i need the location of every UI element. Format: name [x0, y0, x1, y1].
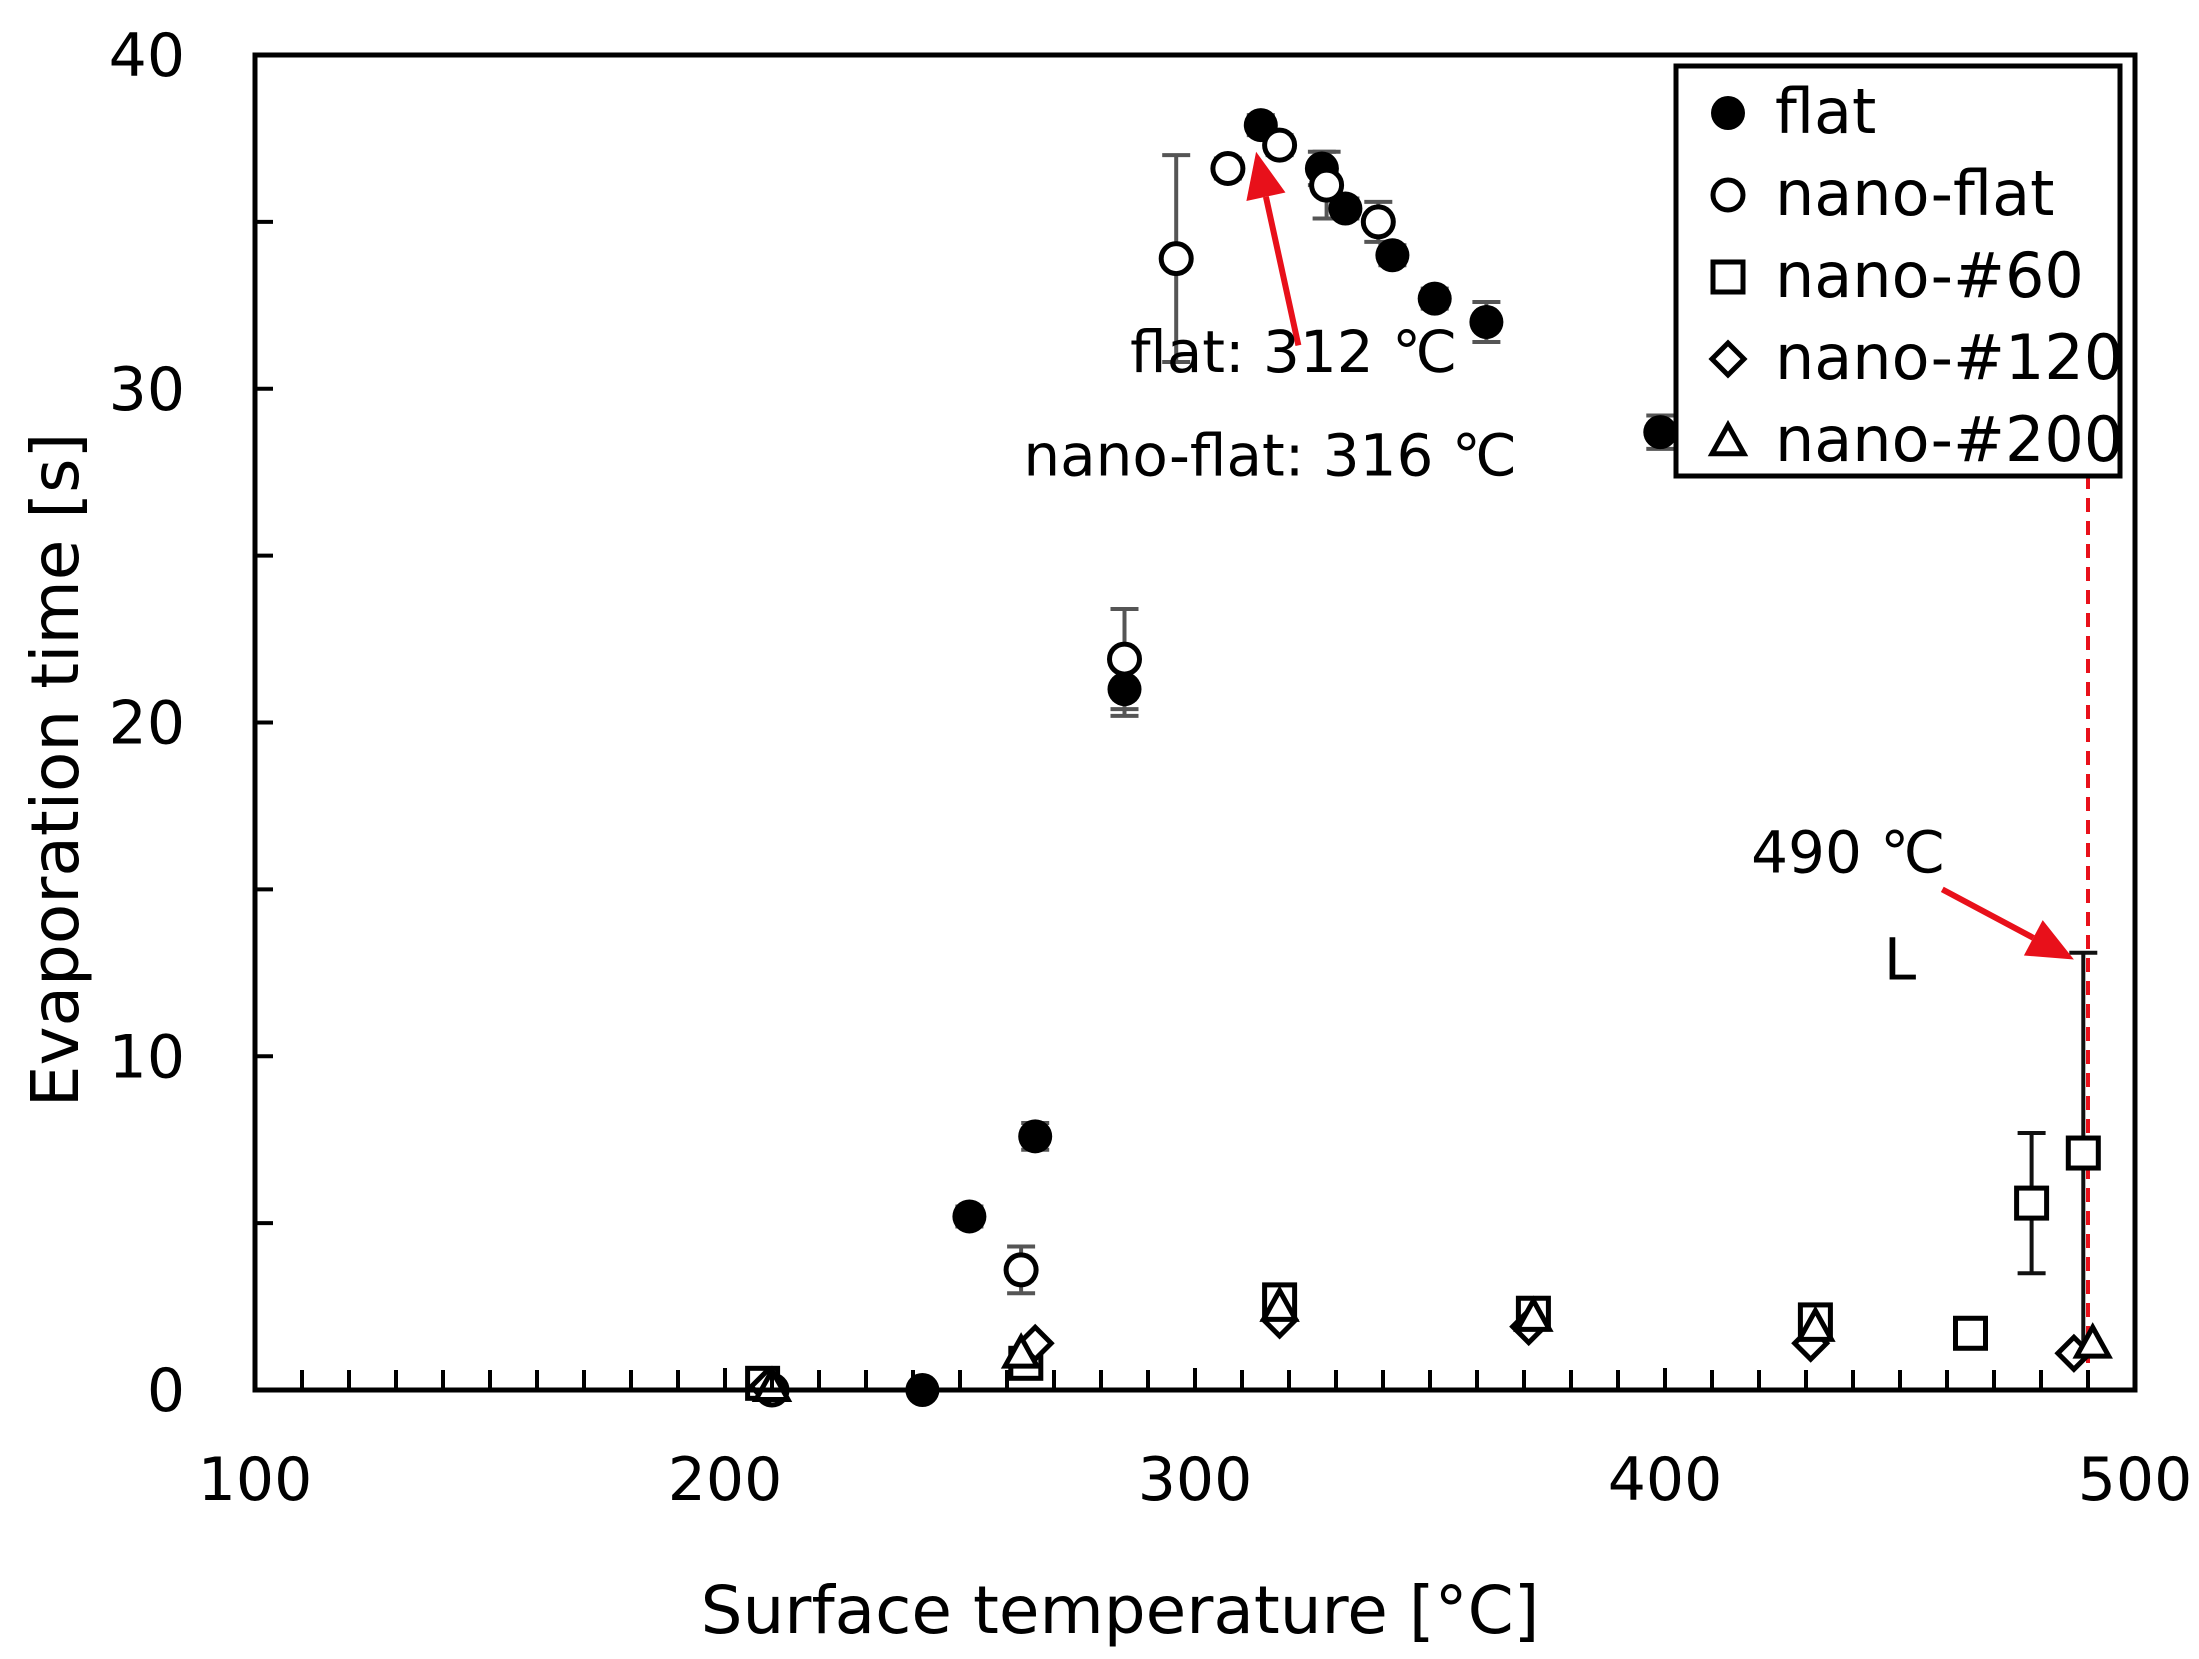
annotation-text-0: flat: 312 ℃	[1130, 318, 1457, 386]
annotation-text-2: 490 ℃	[1751, 819, 1945, 887]
legend-label-flat: flat	[1775, 75, 1876, 148]
nano-60-point-6	[2014, 1185, 2050, 1221]
legend-box	[1673, 63, 2123, 479]
nano-200-point-5	[2072, 1322, 2113, 1359]
legend-symbol-nano-120	[1708, 339, 1748, 379]
nano-60-point-7	[2065, 1135, 2101, 1171]
x-tick-label-500: 500	[2078, 1445, 2193, 1515]
marker-layer	[745, 108, 2113, 1408]
x-axis-label: Surface temperature [°C]	[701, 1572, 1540, 1649]
legend-label-nano-120: nano-#120	[1775, 321, 2123, 394]
annotation-arrowhead-0	[1246, 151, 1286, 201]
annotation-text-3: L	[1884, 925, 1916, 993]
nano-60-point-5	[1953, 1315, 1988, 1351]
legend-label-nano-flat: nano-flat	[1775, 157, 2054, 230]
nano-flat-point-7	[1360, 204, 1396, 240]
y-tick-label-10: 10	[109, 1022, 185, 1092]
nano-flat-point-3	[1158, 241, 1194, 277]
x-tick-label-300: 300	[1138, 1445, 1253, 1515]
nano-200-point-3	[1513, 1295, 1554, 1332]
x-tick-label-100: 100	[198, 1445, 313, 1515]
y-tick-label-30: 30	[109, 355, 185, 425]
nano-flat-point-1	[1003, 1252, 1039, 1288]
y-tick-label-0: 0	[147, 1356, 185, 1426]
legend-label-nano-200: nano-#200	[1775, 403, 2123, 476]
x-tick-label-400: 400	[1608, 1445, 1723, 1515]
flat-point-10	[1469, 305, 1504, 339]
legend: flat nano-flat nano-#60 nano-#120 nano-#…	[1673, 63, 2123, 479]
legend-label-nano-60: nano-#60	[1775, 239, 2084, 312]
annotation-text-1: nano-flat: 316 ℃	[1023, 422, 1517, 490]
flat-point-8	[1375, 238, 1410, 273]
flat-point-3	[1018, 1119, 1053, 1154]
nano-200-point-2	[1259, 1285, 1300, 1322]
nano-flat-point-5	[1262, 127, 1298, 163]
nano-200-point-1	[1000, 1332, 1042, 1369]
x-tick-label-200: 200	[668, 1445, 783, 1515]
y-tick-label-20: 20	[109, 689, 185, 759]
annotation-arrowhead-1	[2023, 920, 2074, 960]
legend-symbol-flat	[1711, 96, 1745, 130]
annotation-layer: flat: 312 ℃ nano-flat: 316 ℃ 490 ℃ L	[1023, 151, 2074, 993]
legend-symbol-nano-flat	[1710, 177, 1746, 213]
nano-200-point-4	[1795, 1305, 1836, 1342]
flat-point-11	[1643, 415, 1678, 450]
flat-point-4	[1107, 672, 1142, 707]
nano-flat-point-4	[1210, 150, 1246, 186]
flat-point-7	[1328, 191, 1363, 226]
legend-symbol-nano-60	[1710, 259, 1746, 295]
nano-flat-point-6	[1309, 167, 1345, 203]
legend-symbol-nano-200	[1707, 419, 1749, 457]
y-tick-label-40: 40	[109, 21, 185, 91]
nano-flat-point-2	[1107, 641, 1142, 677]
y-axis-label: Evaporation time [s]	[17, 433, 94, 1107]
annotation-arrow-line-1	[1940, 886, 2035, 941]
flat-point-2	[952, 1199, 987, 1234]
legend-symbols	[1707, 96, 1749, 457]
annotation-arrow-line-0	[1262, 196, 1302, 347]
flat-point-9	[1417, 281, 1452, 316]
axes-layer: 100 200 300 400 500 0 10 20 30 40	[109, 21, 2193, 1515]
